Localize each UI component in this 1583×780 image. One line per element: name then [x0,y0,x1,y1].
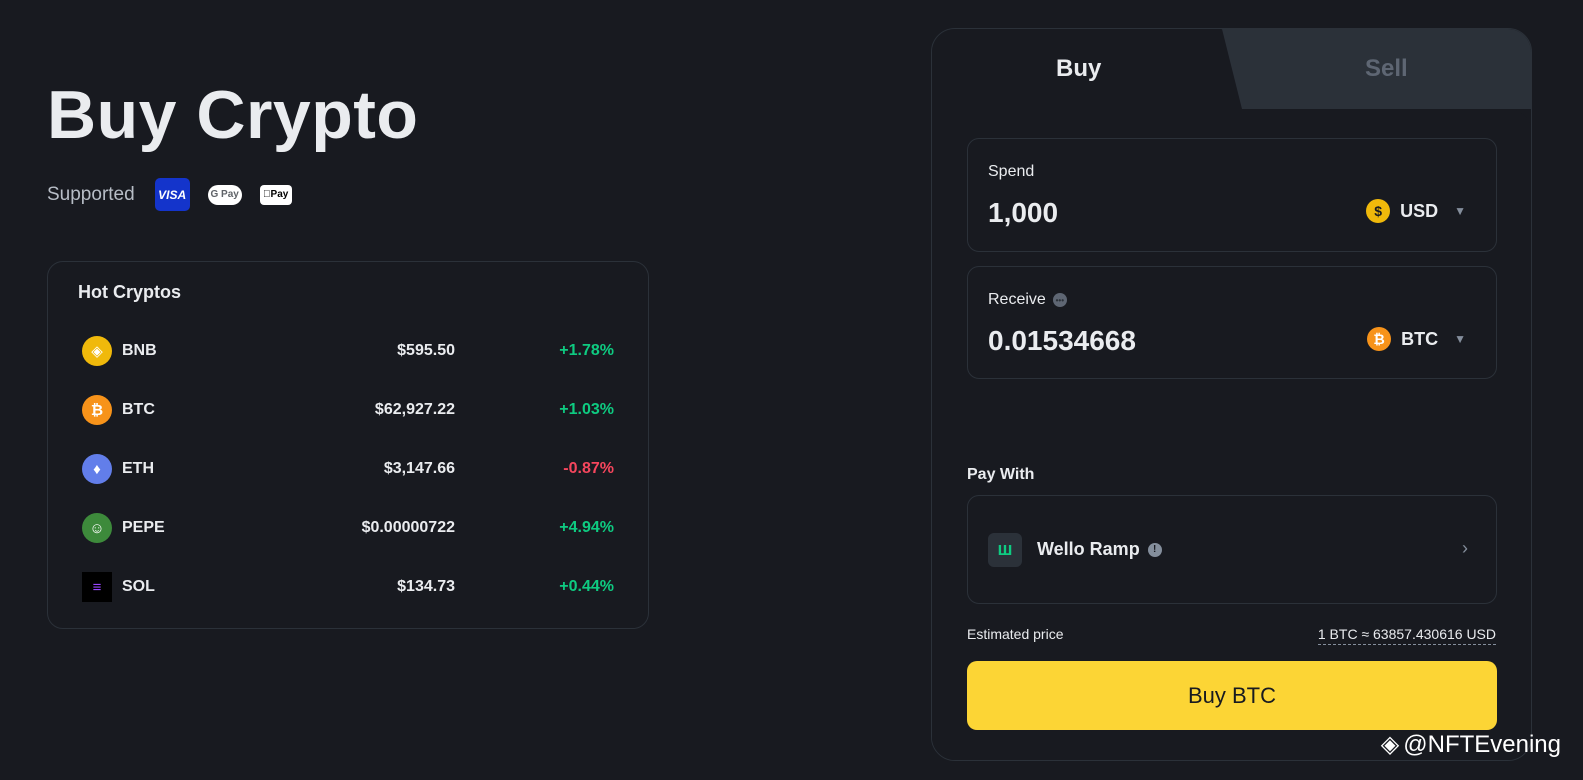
crypto-symbol: BTC [122,401,155,418]
crypto-change: +1.78% [559,342,614,359]
receive-currency-select[interactable]: ₿ BTC ▼ [1367,327,1466,351]
hot-cryptos-card: Hot Cryptos ◈ BNB $595.50 +1.78% ₿ BTC $… [47,261,649,629]
estimated-price-value[interactable]: 1 BTC ≈ 63857.430616 USD [1317,626,1496,645]
apple-pay-logo: Pay [259,184,292,205]
spend-currency-label: USD [1400,200,1439,221]
spend-amount-input[interactable]: 1,000 [988,197,1059,228]
hot-cryptos-title: Hot Cryptos [78,282,181,302]
crypto-price: $0.00000722 [361,519,455,536]
crypto-row-eth[interactable]: ♦ ETH $3,147.66 -0.87% [82,453,614,485]
usd-coin-icon: $ [1366,199,1391,223]
bnb-icon: ◈ [82,336,112,366]
spend-currency-select[interactable]: $ USD ▼ [1366,199,1466,223]
btc-icon: ₿ [82,395,112,425]
panel-body-background [932,109,1531,760]
crypto-price: $595.50 [397,342,455,359]
crypto-row-btc[interactable]: ₿ BTC $62,927.22 +1.03% [82,394,614,426]
provider-info-icon[interactable]: ! [1147,542,1162,557]
crypto-price: $3,147.66 [383,460,455,477]
crypto-symbol: ETH [122,460,154,477]
crypto-change: +1.03% [559,401,614,418]
crypto-row-bnb[interactable]: ◈ BNB $595.50 +1.78% [82,335,614,367]
estimated-price-label: Estimated price [967,626,1064,642]
caret-down-icon: ▼ [1454,332,1466,346]
binance-diamond-icon: ◈ [1380,731,1400,758]
tab-sell[interactable]: Sell [1365,55,1408,82]
buy-btc-button[interactable]: Buy BTC [967,661,1497,730]
spend-label: Spend [988,163,1035,180]
google-pay-logo: G Pay [207,184,242,205]
crypto-price: $134.73 [397,578,455,595]
supported-label: Supported [47,183,135,205]
chevron-right-icon: › [1462,538,1468,558]
tab-buy[interactable]: Buy [1056,55,1102,82]
crypto-symbol: SOL [122,578,155,595]
pay-with-label: Pay With [967,466,1035,483]
receive-currency-label: BTC [1401,328,1439,349]
receive-label: Receive ••• [988,291,1067,309]
supported-payments: Supported VISA G Pay Pay [47,178,292,211]
crypto-symbol: PEPE [122,519,165,536]
crypto-price: $62,927.22 [374,401,455,418]
receive-field[interactable]: Receive ••• 0.01534668 ₿ BTC ▼ [967,266,1497,379]
crypto-change: +4.94% [559,519,614,536]
provider-name: Wello Ramp [1037,539,1140,559]
visa-logo: VISA [154,178,190,211]
crypto-change: +0.44% [559,578,614,595]
payment-method-selector[interactable]: ш Wello Ramp ! › [967,495,1497,604]
wello-ramp-logo: ш [988,532,1022,567]
buy-tab-background [932,29,1242,149]
sol-icon: ≡ [82,572,112,602]
watermark-text: @NFTEvening [1403,730,1561,758]
caret-down-icon: ▼ [1454,204,1466,218]
pepe-icon: ☺ [82,513,112,543]
eth-icon: ♦ [82,454,112,484]
trade-panel: Buy Sell Spend 1,000 $ USD ▼ Receive •••… [931,28,1532,761]
spend-field[interactable]: Spend 1,000 $ USD ▼ [967,138,1497,252]
crypto-change: -0.87% [563,460,614,477]
btc-icon: ₿ [1367,327,1392,351]
watermark: ◈ @NFTEvening [1381,730,1561,759]
crypto-row-sol[interactable]: ≡ SOL $134.73 +0.44% [82,571,614,603]
page-title: Buy Crypto [47,77,419,153]
crypto-row-pepe[interactable]: ☺ PEPE $0.00000722 +4.94% [82,512,614,544]
receive-amount-input[interactable]: 0.01534668 [988,325,1136,356]
crypto-symbol: BNB [122,342,157,359]
info-icon[interactable]: ••• [1052,293,1067,307]
